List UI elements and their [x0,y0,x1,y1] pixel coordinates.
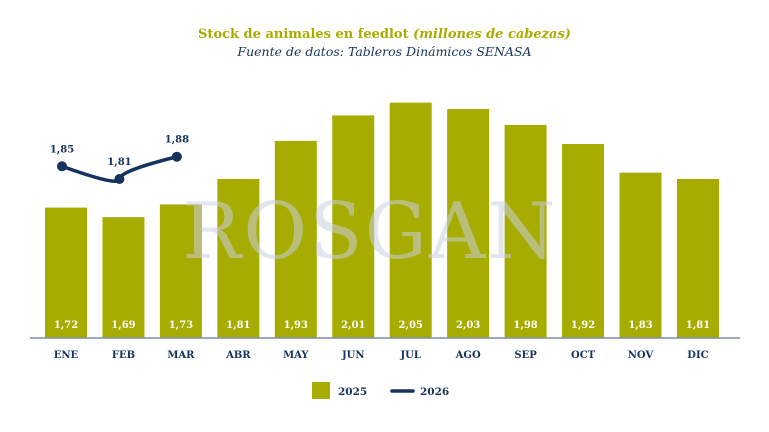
bar-sep [504,124,547,338]
x-tick-label: AGO [455,350,481,361]
bar-may [274,140,317,338]
bar-data-label: 1,83 [628,320,652,331]
bar-data-label: 1,81 [226,320,250,331]
bar-data-label: 2,05 [399,320,423,331]
bar-nov [619,172,662,338]
bar-data-label: 2,01 [341,320,365,331]
x-tick-label: ABR [225,350,251,361]
x-tick-label: NOV [628,350,654,361]
bar-oct [562,144,605,338]
bar-jun [332,115,375,339]
legend-label-2025: 2025 [338,386,367,398]
x-tick-label: MAR [167,350,195,361]
watermark-logo: ROSGAN [183,187,558,277]
line-data-label: 1,81 [107,157,131,168]
x-tick-label: JUN [341,350,365,361]
bar-data-label: 1,81 [686,320,710,331]
x-tick-label: JUL [399,350,420,361]
bar-feb [102,217,145,338]
line-data-label: 1,88 [165,135,189,146]
x-tick-label: DIC [687,350,708,361]
bar-mar [159,204,202,338]
line-point [114,174,125,184]
bar-ene [45,207,87,338]
bar-dic [676,179,719,338]
x-tick-label: OCT [571,350,596,361]
bar-data-label: 1,93 [284,320,308,331]
legend-swatch-2025 [312,382,330,399]
bar-ago [447,109,490,338]
line-data-label: 1,85 [50,144,74,155]
bar-abr [217,179,260,338]
x-tick-label: ENE [54,350,79,361]
chart-title: Stock de animales en feedlot (millones d… [198,27,571,42]
chart-subtitle: Fuente de datos: Tableros Dinámicos SENA… [237,44,532,59]
bar-data-label: 1,98 [513,320,537,331]
bar-jul [389,102,432,339]
bar-data-label: 2,03 [456,320,480,331]
x-tick-label: FEB [112,350,135,361]
line-point [57,161,67,172]
bar-data-label: 1,69 [111,320,135,331]
x-tick-label: SEP [514,350,537,361]
line-point [171,151,182,162]
bar-data-label: 1,92 [571,320,595,331]
bar-data-label: 1,72 [54,320,78,331]
bar-data-label: 1,73 [169,320,193,331]
x-tick-label: MAY [283,350,309,361]
legend-label-2026: 2026 [420,386,449,398]
